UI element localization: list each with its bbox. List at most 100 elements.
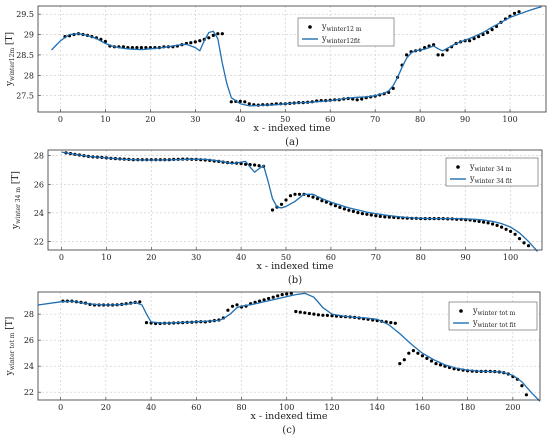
data-point <box>425 356 429 360</box>
legend-entry-sub: winter tot m <box>478 310 516 317</box>
y-tick-label: 27.5 <box>16 92 34 101</box>
x-tick-label: 30 <box>191 253 201 262</box>
data-point <box>490 28 494 32</box>
legend-entry-main: y <box>321 34 327 43</box>
data-point <box>338 205 342 209</box>
data-point <box>438 363 443 367</box>
data-point <box>312 312 316 316</box>
legend-entry-main: y <box>472 306 478 315</box>
x-axis-label: x - indexed time <box>256 261 333 272</box>
data-point <box>198 39 202 43</box>
fit-line <box>51 6 542 107</box>
x-tick-label: 40 <box>235 115 245 124</box>
data-point <box>472 37 476 41</box>
panel-a: 0 10 20 30 40 50 60 70 80 90 10027.52828.52929.5yw… <box>5 5 547 148</box>
data-point <box>189 41 193 45</box>
data-point <box>139 46 143 50</box>
data-point <box>468 39 472 43</box>
x-tick-label: 50 <box>281 253 291 262</box>
legend-entry: ywinter tot fit <box>472 318 517 329</box>
data-point <box>383 215 387 219</box>
data-point <box>138 300 142 304</box>
legend-box <box>445 157 539 187</box>
data-point <box>230 304 235 308</box>
data-point <box>238 99 242 103</box>
x-tick-label: 200 <box>505 403 520 412</box>
legend-marker-swatch <box>459 309 463 313</box>
legend-entry-main: y <box>469 162 475 171</box>
data-point <box>378 214 382 218</box>
data-point <box>389 321 393 325</box>
data-point <box>360 212 364 216</box>
legend-entry: ywinter12 m <box>321 22 362 33</box>
panel-caption: (a) <box>285 137 299 148</box>
x-tick-label: 70 <box>370 115 380 124</box>
x-tick-label: 80 <box>416 253 426 262</box>
x-tick-label: 20 <box>145 115 155 124</box>
x-tick-label: 0 <box>59 253 64 262</box>
data-point <box>258 299 262 303</box>
data-point <box>220 32 224 36</box>
legend-entry-sub: winter 34 fit <box>475 178 513 185</box>
data-point <box>429 359 434 363</box>
legend-marker-swatch <box>456 165 460 169</box>
y-tick-label: 26 <box>24 336 34 345</box>
y-axis-label-main: y <box>11 223 21 230</box>
x-tick-label: 40 <box>146 403 156 412</box>
x-tick-label: 40 <box>236 253 246 262</box>
panel-caption: (b) <box>288 275 302 286</box>
data-point <box>288 194 293 198</box>
y-axis-label-main: y <box>5 369 15 376</box>
data-point <box>103 39 107 44</box>
x-tick-label: 30 <box>190 115 200 124</box>
series-fit-line <box>51 6 542 107</box>
data-point <box>391 86 395 90</box>
data-point <box>144 46 148 50</box>
x-tick-label: 90 <box>460 115 470 124</box>
y-tick-label: 28.5 <box>16 51 34 60</box>
data-point <box>342 207 346 211</box>
y-axis-label-main: y <box>5 80 15 87</box>
y-tick-label: 22 <box>24 388 34 397</box>
data-point <box>211 33 215 38</box>
y-tick-label: 22 <box>34 237 44 246</box>
data-point <box>434 362 438 366</box>
data-point <box>398 362 402 366</box>
data-point <box>267 296 271 301</box>
fit-line <box>61 151 538 252</box>
y-axis-label: ywinter12m [T] <box>5 32 16 87</box>
data-point <box>316 313 320 317</box>
data-point <box>436 53 440 57</box>
y-tick-label: 24 <box>34 209 44 218</box>
data-point <box>244 162 248 166</box>
data-point <box>504 227 508 231</box>
plot-frame <box>37 5 547 113</box>
y-axis-label-sub: winter 34 m <box>15 187 22 224</box>
y-tick-label: 29 <box>24 31 34 40</box>
legend-entry: ywinter 34 fit <box>469 174 513 185</box>
y-tick-label: 28 <box>34 152 44 161</box>
x-tick-label: 80 <box>415 115 425 124</box>
data-point <box>298 310 302 314</box>
x-tick-label: 60 <box>191 403 201 412</box>
data-point <box>311 195 315 199</box>
series-fit-line <box>37 292 541 402</box>
legend-entry-sub: winter 34 m <box>475 166 512 173</box>
y-axis-label-unit: [T] <box>5 32 15 48</box>
legend-entry: ywinter12fit <box>321 34 361 45</box>
data-point <box>207 36 211 40</box>
legend-entry: ywinter 34 m <box>469 162 512 173</box>
data-point <box>393 321 397 325</box>
y-axis-label-unit: [T] <box>11 171 21 187</box>
y-tick-label: 28 <box>24 310 34 319</box>
x-tick-label: 60 <box>325 115 335 124</box>
legend-entry-main: y <box>469 174 475 183</box>
x-tick-label: 10 <box>101 253 111 262</box>
x-axis-label: x - indexed time <box>250 411 327 422</box>
data-point <box>355 98 359 102</box>
data-point <box>262 298 266 302</box>
data-point <box>135 46 139 50</box>
data-point <box>271 295 275 299</box>
data-point <box>297 192 302 196</box>
